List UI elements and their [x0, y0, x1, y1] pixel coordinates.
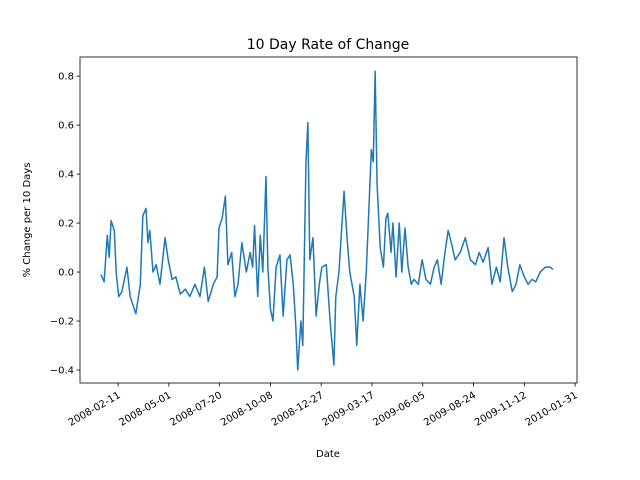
y-tick-label: 0.8 [58, 72, 74, 83]
x-tick-label: 2009-08-24 [422, 390, 478, 429]
y-tick-label: 0.6 [58, 121, 74, 132]
x-tick-label: 2008-10-08 [219, 390, 275, 429]
x-tick-label: 2008-02-11 [67, 390, 123, 429]
x-tick-label: 2010-01-31 [524, 390, 580, 429]
y-axis-label: % Change per 10 Days [22, 163, 33, 278]
data-line [100, 70, 554, 371]
x-axis-label: Date [316, 449, 340, 460]
x-tick-label: 2009-06-05 [371, 390, 427, 429]
x-tick-label: 2008-07-20 [168, 390, 224, 429]
y-tick-label: 0.2 [58, 219, 74, 230]
x-tick-label: 2008-05-01 [118, 390, 174, 429]
y-tick-label: 0.0 [58, 268, 74, 279]
y-tick-label: −0.2 [50, 317, 74, 328]
x-tick-label: 2009-11-12 [473, 390, 529, 429]
x-tick-label: 2008-12-27 [270, 390, 326, 429]
x-tick-label: 2009-03-17 [321, 390, 377, 429]
y-tick-label: −0.4 [50, 366, 74, 377]
y-tick-label: 0.4 [58, 170, 74, 181]
plot-frame [79, 56, 578, 384]
chart-title: 10 Day Rate of Change [247, 37, 409, 53]
